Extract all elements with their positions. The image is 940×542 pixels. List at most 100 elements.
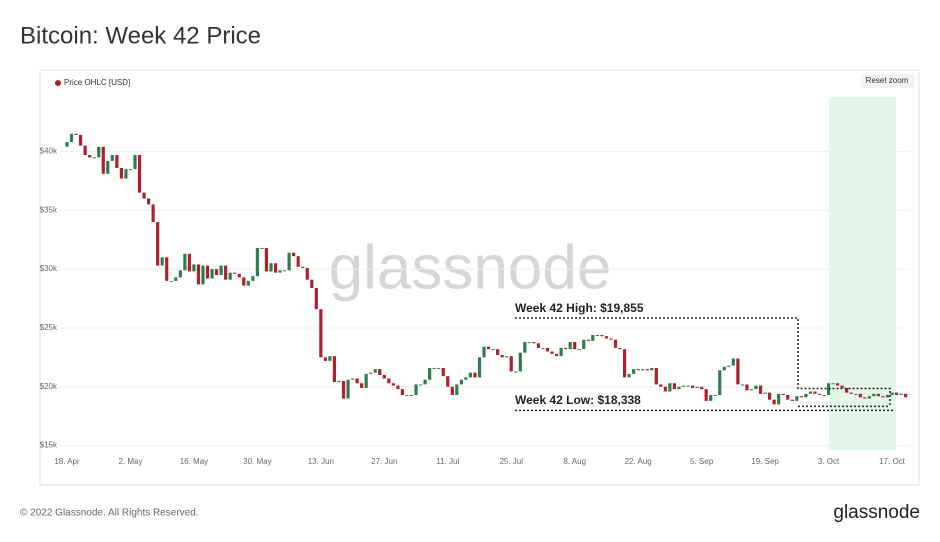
candle <box>287 252 291 271</box>
candle <box>554 353 559 357</box>
candle <box>486 346 491 350</box>
candle <box>813 391 817 394</box>
candle <box>337 380 341 383</box>
y-tick-label: $30k <box>40 264 58 273</box>
candle <box>119 167 123 179</box>
candle <box>88 155 92 158</box>
candle <box>505 356 509 358</box>
candle <box>464 377 468 380</box>
candle <box>527 342 531 344</box>
candle <box>568 342 572 350</box>
candle <box>260 247 264 249</box>
candle <box>727 365 731 367</box>
candle <box>387 378 391 384</box>
candle <box>885 395 890 398</box>
watermark: glassnode <box>329 233 612 302</box>
candle <box>196 264 201 285</box>
candle <box>246 280 250 286</box>
candle <box>695 386 699 388</box>
candle <box>201 265 205 285</box>
candle <box>101 146 105 174</box>
candle <box>128 169 133 171</box>
candle <box>214 269 219 275</box>
candle <box>106 160 110 174</box>
candle <box>156 222 160 266</box>
candle <box>137 155 142 193</box>
chart-frame <box>39 69 920 486</box>
high-callout-line <box>515 317 891 407</box>
candle <box>237 273 241 278</box>
candle <box>428 367 432 380</box>
candle <box>532 342 536 344</box>
candle <box>586 339 590 341</box>
reset-zoom-button[interactable] <box>861 74 914 88</box>
candle <box>192 264 196 272</box>
candle <box>890 392 894 395</box>
candle <box>151 204 155 223</box>
x-tick-label: 13. Jun <box>308 457 334 466</box>
candle <box>632 369 636 374</box>
candle <box>405 395 409 396</box>
legend-label[interactable]: Price OHLC [USD] <box>64 78 130 87</box>
candle <box>319 309 323 358</box>
logo: glassnode <box>833 502 920 523</box>
x-tick-label: 18. Apr <box>54 457 80 466</box>
candle <box>468 372 473 378</box>
candle <box>736 358 740 385</box>
candle <box>482 346 486 358</box>
candle <box>369 372 373 374</box>
candle <box>845 387 849 393</box>
candle <box>264 247 269 272</box>
candle <box>609 338 613 340</box>
candle <box>509 356 513 372</box>
reset-zoom-label[interactable]: Reset zoom <box>866 76 909 85</box>
candle <box>273 263 278 273</box>
candle <box>323 357 327 361</box>
candle <box>418 384 423 386</box>
candle <box>396 385 400 390</box>
candle <box>677 386 681 390</box>
candle <box>92 157 96 159</box>
candle <box>704 389 708 401</box>
candle <box>455 384 459 395</box>
candle <box>622 349 627 378</box>
candle <box>627 373 631 378</box>
candle <box>314 287 318 310</box>
candle <box>799 396 803 398</box>
candle <box>242 277 246 286</box>
candle <box>577 349 581 351</box>
candle <box>373 369 377 373</box>
y-tick-label: $15k <box>40 441 58 450</box>
candle <box>564 347 568 350</box>
candle <box>355 378 359 384</box>
candle <box>146 198 151 205</box>
candle <box>219 265 223 275</box>
candle <box>78 135 83 146</box>
page-title: Bitcoin: Week 42 Price <box>20 22 261 49</box>
candle <box>446 376 450 387</box>
candle <box>740 384 745 386</box>
x-tick-label: 22. Aug <box>625 457 652 466</box>
candle <box>604 336 609 339</box>
candle <box>700 386 704 390</box>
candle <box>876 393 881 397</box>
candle <box>641 369 645 371</box>
x-tick-label: 27. Jun <box>371 457 397 466</box>
candle <box>115 155 119 168</box>
candle <box>840 385 844 388</box>
y-tick-label: $40k <box>40 147 58 156</box>
candle <box>292 252 296 257</box>
candle <box>224 265 228 280</box>
candle <box>573 342 577 350</box>
candle <box>781 393 785 395</box>
candle <box>690 385 695 388</box>
x-tick-label: 2. May <box>118 457 142 466</box>
candle <box>618 347 622 350</box>
candle <box>894 392 899 395</box>
candle <box>786 395 790 400</box>
x-tick-label: 30. May <box>243 457 271 466</box>
candle <box>713 395 717 396</box>
x-tick-label: 16. May <box>180 457 208 466</box>
legend-marker[interactable] <box>55 80 61 86</box>
candle <box>654 367 658 385</box>
